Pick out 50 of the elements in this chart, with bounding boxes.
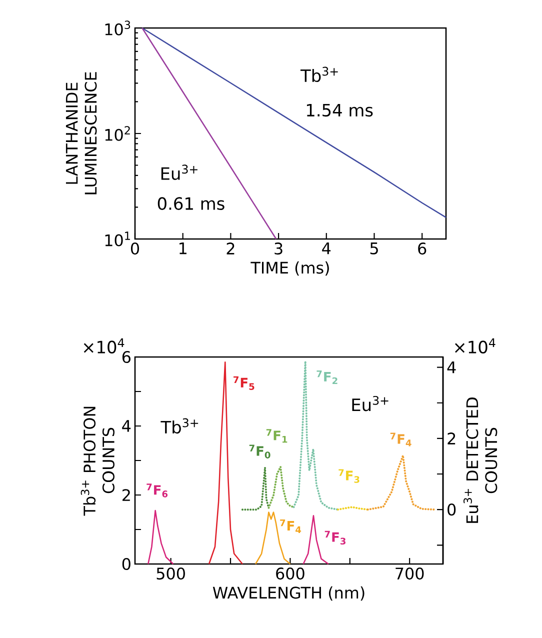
y-tick-label: 4: [122, 420, 131, 432]
y2-axis-title: Eu$^{3+}$ DETECTED COUNTS: [464, 398, 498, 523]
series-label: $^{7}$F$_{4}$: [280, 520, 302, 533]
x-axis-title: TIME (ms): [250, 261, 329, 276]
series-label: $^{7}$F$_{1}$: [266, 429, 288, 443]
series-label: $^{7}$F$_{6}$: [146, 484, 168, 498]
x-tick-label: 0: [130, 242, 140, 255]
series-label: $^{7}$F$_{3}$: [338, 469, 360, 483]
y2-tick-label: 0: [448, 504, 456, 516]
y-axis-title: LANTHANIDE LUMINESCENCE: [66, 72, 97, 194]
line-series: [366, 454, 437, 511]
x-tick-label: 500: [156, 568, 185, 580]
y2-tick-label: 4: [447, 361, 456, 374]
x-tick-label: 6: [418, 242, 426, 255]
x-axis-title: WAVELENGTH (nm): [212, 586, 364, 601]
line-series: [292, 360, 339, 511]
series-label: $^{7}$F$_{3}$: [324, 530, 346, 545]
line-series: [268, 466, 295, 509]
y-tick-label: 10$^{2}$: [105, 126, 130, 141]
y-tick-label: 10$^{3}$: [105, 20, 130, 36]
y2-tick-label: 2: [448, 432, 456, 444]
annotation: Tb$^{3+}$: [300, 66, 338, 82]
series-label: $^{7}$F$_{5}$: [234, 376, 254, 390]
x-tick-label: 700: [396, 568, 424, 580]
x-tick-label: 5: [370, 242, 378, 254]
series-label: $^{7}$F$_{2}$: [316, 370, 338, 384]
annotation: Eu$^{3+}$: [161, 164, 198, 180]
annotation: Tb$^{3+}$: [160, 418, 198, 434]
y-tick-label: 2: [122, 489, 130, 501]
text: ×10$^{4}$: [455, 338, 496, 354]
y-tick-label: 6: [122, 350, 130, 364]
x-tick-label: 2: [226, 242, 234, 254]
y-tick-label: 0: [122, 558, 130, 570]
x-tick-label: 4: [322, 242, 331, 254]
line-series: [241, 466, 270, 511]
series-label: $^{7}$F$_{0}$: [249, 444, 270, 458]
line-series: [147, 510, 174, 565]
x-tick-label: 3: [274, 242, 282, 255]
annotation: Eu$^{3+}$: [352, 396, 388, 412]
y-tick-label: 10$^{1}$: [105, 232, 130, 246]
annotation: 1.54 ms: [306, 104, 373, 117]
series-label: $^{7}$F$_{4}$: [390, 432, 412, 446]
line-series: [142, 27, 447, 218]
y-axis-title: Tb$^{3+}$ PHOTON COUNTS: [80, 406, 114, 516]
text: ×10$^{4}$: [84, 338, 124, 354]
line-series: [142, 27, 277, 240]
annotation: 0.61 ms: [158, 197, 224, 210]
x-tick-label: 1: [180, 242, 186, 254]
line-series: [302, 515, 330, 565]
x-tick-label: 600: [276, 568, 304, 580]
